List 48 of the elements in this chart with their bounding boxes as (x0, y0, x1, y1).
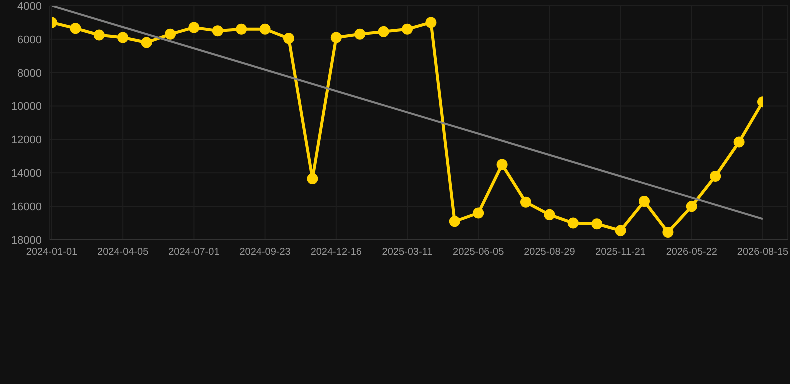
point (284, 33, 294, 44)
point (615, 225, 626, 236)
y-tick-label: 18000 (11, 234, 42, 247)
x-tick-label: 2024-07-01 (168, 247, 220, 258)
x-tick-label: 2026-08-15 (737, 247, 790, 258)
point (449, 216, 460, 228)
point (378, 26, 390, 38)
point (70, 23, 82, 34)
y-tick-label: 12000 (11, 134, 42, 147)
point (94, 30, 105, 41)
point (307, 173, 318, 184)
y-tick-label: 8000 (18, 68, 42, 80)
y-tick-label: 6000 (18, 34, 42, 46)
point (330, 32, 342, 44)
point (568, 218, 579, 229)
point (639, 196, 650, 208)
x-tick-label: 2024-12-16 (310, 247, 362, 258)
y-tick-label: 14000 (11, 168, 42, 180)
x-tick-label: 2025-11-21 (596, 247, 646, 258)
point (402, 24, 413, 35)
x-tick-label: 2025-08-29 (524, 247, 576, 258)
point (520, 196, 532, 208)
point (354, 28, 366, 40)
point (426, 17, 437, 28)
x-tick-label: 2025-03-11 (382, 247, 434, 258)
point (260, 24, 271, 35)
point (188, 22, 200, 34)
point (236, 24, 248, 35)
x-tick-label: 2024-04-05 (98, 247, 150, 258)
point (544, 209, 556, 220)
x-tick-label: 2024-09-23 (240, 247, 292, 258)
point (118, 32, 129, 44)
point (710, 170, 722, 182)
x-tick-label: 2025-06-05 (453, 247, 505, 258)
point (662, 226, 674, 238)
x-tick-label: 2024-01-01 (26, 247, 78, 258)
point (473, 208, 484, 219)
point (686, 201, 698, 212)
x-tick-label: 2026-05-22 (666, 247, 718, 258)
point (141, 37, 152, 48)
point (734, 136, 745, 148)
y-tick-label: 16000 (11, 201, 42, 214)
point (212, 26, 224, 37)
point (165, 28, 176, 40)
y-tick-label: 10000 (11, 101, 42, 114)
y-tick-label: 4000 (18, 0, 42, 13)
point (592, 218, 603, 230)
point (496, 159, 508, 170)
